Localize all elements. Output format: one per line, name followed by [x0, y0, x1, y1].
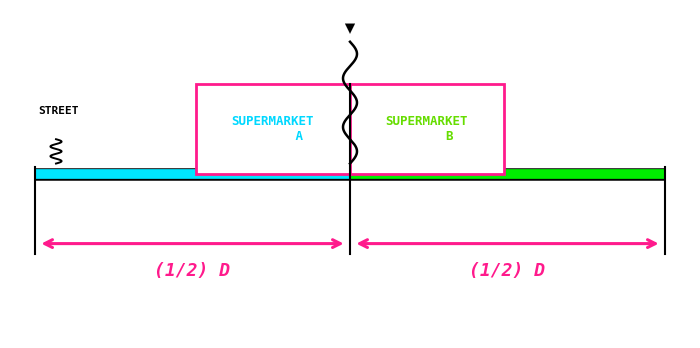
- Text: SUPERMARKET
      B: SUPERMARKET B: [386, 115, 468, 143]
- Text: STREET: STREET: [38, 106, 79, 116]
- Bar: [350, 84, 504, 174]
- Bar: [196, 84, 350, 174]
- Text: SUPERMARKET
       A: SUPERMARKET A: [232, 115, 314, 143]
- Text: (1/2) D: (1/2) D: [470, 262, 545, 280]
- Text: (1/2) D: (1/2) D: [155, 262, 230, 280]
